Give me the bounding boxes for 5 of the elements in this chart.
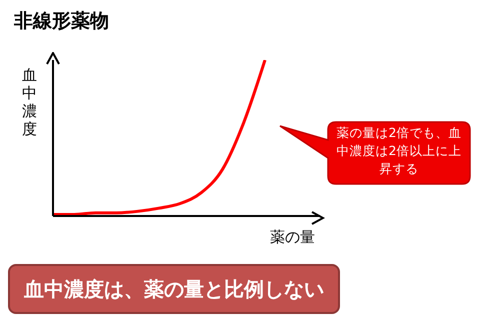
x-axis-title: 薬の量 bbox=[270, 228, 315, 247]
text: 薬の量は2倍でも、血中濃度は2倍以上に上昇する bbox=[336, 124, 462, 178]
chart-title: 非線形薬物 bbox=[14, 9, 109, 34]
text: 血中濃度は、薬の量と比例しない bbox=[8, 264, 340, 314]
y-axis-title: 血中濃度 bbox=[22, 66, 38, 138]
